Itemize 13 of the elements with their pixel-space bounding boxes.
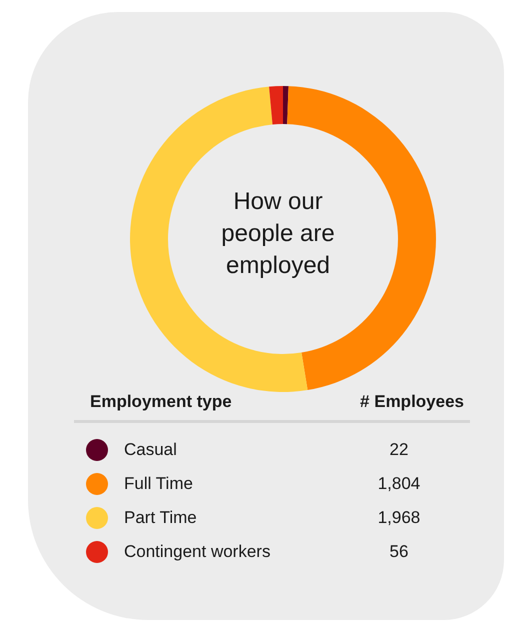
- donut-slice: [269, 86, 283, 124]
- data-label: 56: [388, 542, 410, 562]
- data-label: 22: [388, 440, 410, 460]
- legend-title: Employment type: [90, 392, 232, 412]
- donut-slice: [283, 86, 288, 124]
- text: How our people are employed: [220, 187, 336, 281]
- legend-label: Part Time: [124, 508, 198, 528]
- legend-label: Casual: [124, 440, 178, 460]
- legend-label: Contingent workers: [124, 542, 272, 562]
- text: # Employees: [360, 392, 464, 412]
- legend-label: Full Time: [124, 474, 194, 494]
- data-label: 1,804: [376, 474, 422, 494]
- data-label: 1,968: [376, 508, 422, 528]
